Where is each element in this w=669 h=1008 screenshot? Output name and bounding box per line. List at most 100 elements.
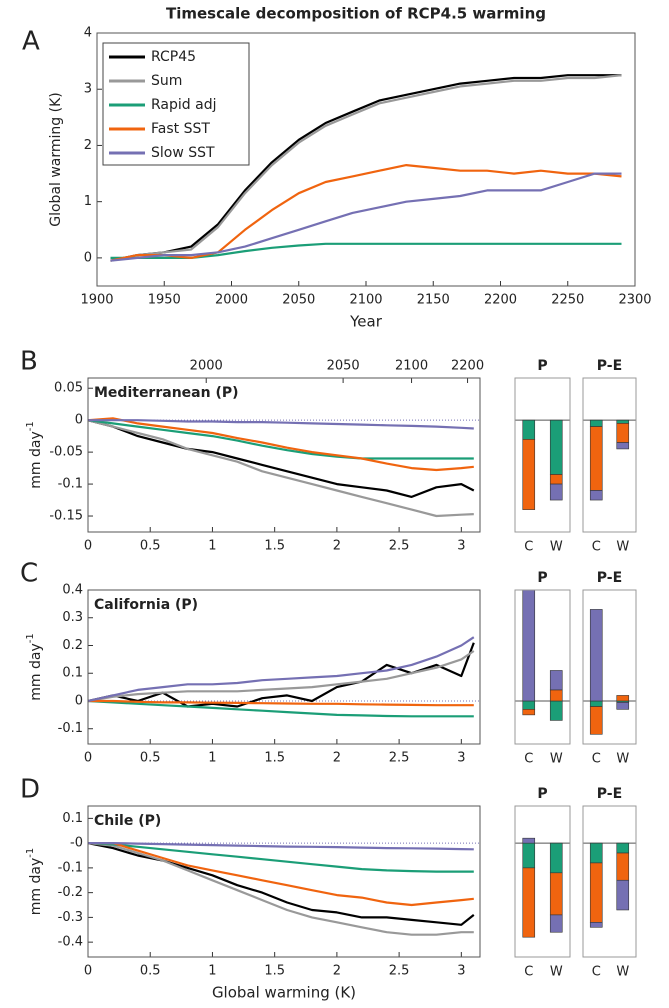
y-tick-label: -0 [70, 836, 83, 851]
x-tick-label: 2300 [618, 293, 651, 308]
x-tick-label: 1950 [148, 293, 181, 308]
top-x-tick-label: 2200 [451, 359, 484, 374]
y-tick-label: -0.1 [58, 721, 83, 736]
x-tick-label: 1 [208, 964, 216, 979]
x-tick-label: 0.5 [140, 964, 161, 979]
bar-category-label: W [550, 752, 563, 767]
y-tick-label: 1 [84, 194, 92, 209]
x-tick-label: 1.5 [264, 751, 285, 766]
panel-letter: B [20, 347, 38, 377]
y-tick-label: 0.1 [62, 666, 83, 681]
axes-frame [582, 377, 637, 533]
bar-panel-title: P-E [597, 570, 622, 586]
series-line [88, 842, 474, 851]
y-tick-label: -0.05 [49, 445, 83, 460]
series-line [88, 419, 475, 498]
bar-segment [522, 842, 536, 869]
series-line [110, 74, 622, 262]
y-axis-label-sup: -1 [25, 421, 36, 431]
y-axis-label-text: mm day [28, 643, 44, 700]
bar-segment [549, 670, 563, 691]
bar-segment [522, 439, 536, 510]
y-axis-label-sup: -1 [25, 848, 36, 858]
x-tick-label: 2200 [484, 293, 517, 308]
x-tick-label: 2 [333, 964, 341, 979]
bar-segment [549, 689, 563, 702]
y-tick-label: 4 [84, 26, 92, 41]
bar-segment [549, 419, 563, 475]
y-tick-label: -0.2 [58, 885, 83, 900]
y-axis-label: mm day-1 [25, 633, 44, 700]
region-title: Mediterranean (P) [94, 385, 239, 401]
series-line [88, 419, 474, 430]
x-tick-label: 2000 [215, 293, 248, 308]
y-tick-label: 0.2 [62, 638, 83, 653]
x-tick-label: 1 [208, 539, 216, 554]
series-line [88, 842, 474, 907]
x-tick-label: 3 [457, 751, 465, 766]
bar-segment [549, 842, 563, 874]
bar-panel-title: P [537, 570, 547, 586]
series-line [88, 699, 474, 707]
y-axis-label-text: mm day [28, 858, 44, 915]
y-tick-label: 0.4 [62, 583, 83, 598]
x-tick-label: 0 [84, 539, 92, 554]
x-tick-label: 1.5 [264, 964, 285, 979]
bar-segment [522, 419, 536, 440]
y-tick-label: 0 [84, 250, 92, 265]
x-tick-label: 2150 [417, 293, 450, 308]
top-x-tick-label: 2000 [190, 359, 223, 374]
legend-label: Slow SST [151, 145, 215, 161]
series-line [110, 172, 622, 262]
series-line [110, 74, 622, 262]
bar-segment [589, 706, 603, 735]
x-tick-label: 2250 [551, 293, 584, 308]
y-axis-label-text: mm day [28, 431, 44, 488]
bar-segment [589, 862, 603, 923]
bar-segment [589, 609, 603, 702]
panel-letter: D [20, 775, 40, 805]
series-line [88, 642, 475, 708]
bar-panel-title: P [537, 358, 547, 374]
y-axis-label: mm day-1 [25, 421, 44, 488]
x-tick-label: 2.5 [389, 539, 410, 554]
panel-letter: A [22, 27, 40, 57]
y-tick-label: -0.15 [49, 509, 83, 524]
x-tick-label: 1900 [80, 293, 113, 308]
bar-category-label: C [524, 965, 533, 980]
top-x-tick-label: 2100 [395, 359, 428, 374]
bar-segment [589, 426, 603, 491]
bar-segment [616, 702, 630, 710]
bar-segment [616, 442, 630, 450]
x-axis-label: Year [349, 313, 383, 331]
bar-panel-title: P-E [597, 358, 622, 374]
top-x-tick-label: 2050 [327, 359, 360, 374]
series-line [88, 417, 474, 472]
x-tick-label: 0.5 [140, 751, 161, 766]
bar-segment [616, 879, 630, 911]
y-tick-label: 0.1 [62, 811, 83, 826]
x-tick-label: 0 [84, 964, 92, 979]
y-tick-label: 3 [84, 82, 92, 97]
legend-label: RCP45 [151, 49, 196, 65]
bar-segment [616, 423, 630, 443]
y-tick-label: 0.05 [54, 381, 83, 396]
series-line [88, 419, 474, 518]
bar-category-label: W [550, 965, 563, 980]
bar-segment [589, 700, 603, 707]
series-line [88, 699, 474, 718]
x-tick-label: 2.5 [389, 964, 410, 979]
bar-segment [549, 872, 563, 916]
legend-label: Sum [151, 73, 182, 89]
panel-letter: C [20, 559, 38, 589]
bar-category-label: W [616, 752, 629, 767]
axes-frame [96, 32, 636, 287]
bar-category-label: C [592, 540, 601, 555]
axes-frame [514, 377, 571, 533]
x-tick-label: 2100 [349, 293, 382, 308]
y-axis-label: Global warming (K) [48, 92, 64, 227]
series-line [88, 650, 475, 703]
bar-segment [549, 474, 563, 485]
bar-panel-title: P-E [597, 786, 622, 802]
